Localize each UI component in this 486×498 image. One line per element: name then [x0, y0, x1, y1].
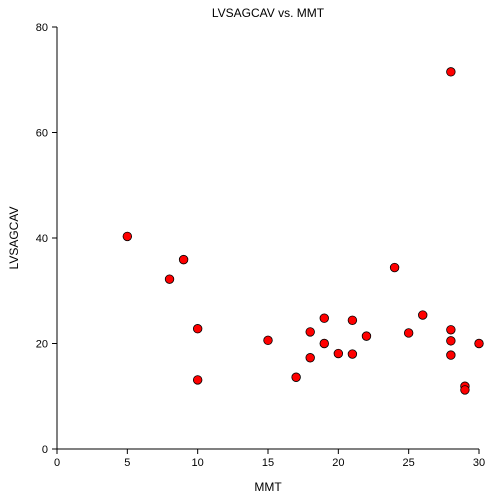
x-axis-label: MMT [254, 480, 282, 494]
data-point [347, 349, 358, 359]
axes: 0 5 10 15 20 25 30 0 20 40 60 80 [36, 22, 485, 469]
x-tick-label: 25 [403, 457, 415, 469]
data-point [291, 372, 301, 382]
data-point [446, 350, 456, 360]
y-tick-label: 0 [42, 444, 48, 456]
data-point [389, 262, 400, 273]
data-point [474, 338, 484, 349]
data-point [192, 375, 203, 385]
data-points [122, 67, 484, 395]
data-point [446, 325, 456, 335]
data-point [361, 331, 372, 341]
data-point [403, 328, 414, 338]
data-point [319, 313, 329, 323]
data-point [460, 385, 470, 395]
x-tick-label: 5 [124, 457, 130, 469]
y-tick-label: 20 [36, 339, 48, 351]
chart-title: LVSAGCAV vs. MMT [212, 6, 325, 20]
data-point [446, 67, 456, 77]
data-point [305, 327, 315, 337]
data-point [263, 335, 273, 346]
data-point [164, 274, 175, 284]
y-axis-label: LVSAGCAV [7, 207, 21, 270]
y-tick-label: 80 [36, 22, 48, 34]
x-tick-label: 30 [473, 457, 485, 469]
y-tick-label: 40 [36, 233, 48, 245]
data-point [347, 315, 358, 325]
x-tick-label: 0 [54, 457, 60, 469]
data-point [333, 348, 344, 359]
data-point [319, 338, 329, 349]
y-tick-label: 60 [36, 128, 48, 140]
data-point [418, 310, 428, 320]
data-point [446, 336, 456, 346]
data-point [192, 324, 203, 334]
data-point [178, 254, 189, 265]
x-tick-label: 15 [262, 457, 274, 469]
data-point [122, 231, 133, 242]
x-tick-label: 20 [332, 457, 344, 469]
x-tick-label: 10 [192, 457, 204, 469]
data-point [305, 353, 315, 363]
